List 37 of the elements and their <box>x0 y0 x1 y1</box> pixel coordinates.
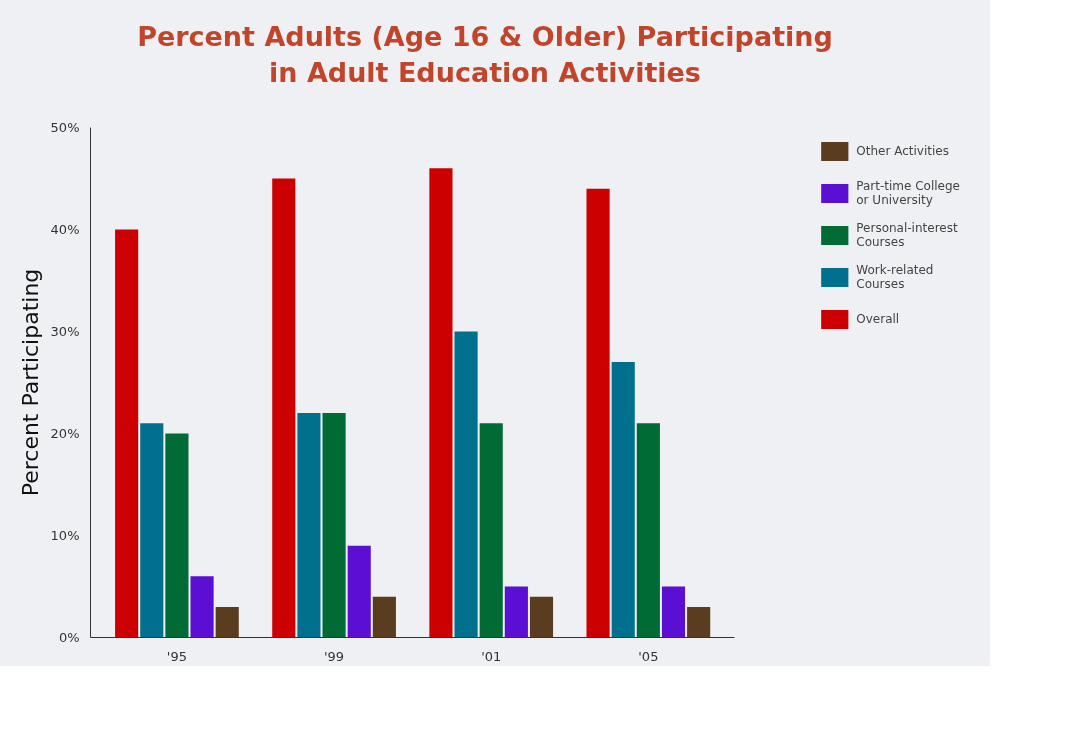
bar <box>115 229 139 638</box>
bar <box>611 361 635 638</box>
chart-title: Percent Adults (Age 16 & Older) Participating in Adult Education Activities <box>137 20 833 91</box>
y-tick-label: 50% <box>50 119 80 135</box>
legend-label: Work-related Courses <box>856 262 934 291</box>
legend-label: Overall <box>856 310 900 328</box>
bar <box>322 412 346 638</box>
bar <box>347 545 371 638</box>
bar <box>297 412 321 638</box>
bar <box>454 331 478 638</box>
x-tick-label: '95 <box>166 648 187 664</box>
bar <box>504 586 528 638</box>
bar <box>429 168 453 638</box>
legend-label: Other Activities <box>856 142 949 160</box>
bar <box>586 188 610 638</box>
y-tick-label: 0% <box>58 629 80 645</box>
bar <box>190 576 214 638</box>
bar <box>165 433 189 638</box>
bar <box>687 606 711 638</box>
y-tick-label: 10% <box>50 527 80 543</box>
x-tick-label: '01 <box>481 648 502 664</box>
y-axis-title: Percent Participating <box>17 268 43 497</box>
y-tick-label: 20% <box>50 425 80 441</box>
legend-label: Personal-interest Courses <box>856 220 958 249</box>
bar <box>661 586 686 638</box>
x-tick-label: '99 <box>324 648 345 664</box>
bar <box>215 606 239 638</box>
bar <box>140 423 164 638</box>
bar <box>272 178 296 638</box>
legend-label: Part-time College or University <box>856 178 960 207</box>
bar <box>479 423 503 638</box>
y-tick-label: 40% <box>50 221 80 237</box>
x-tick-label: '05 <box>638 648 659 664</box>
bar <box>372 596 396 638</box>
bar <box>529 596 554 638</box>
bar <box>636 423 660 638</box>
y-tick-label: 30% <box>50 323 80 339</box>
